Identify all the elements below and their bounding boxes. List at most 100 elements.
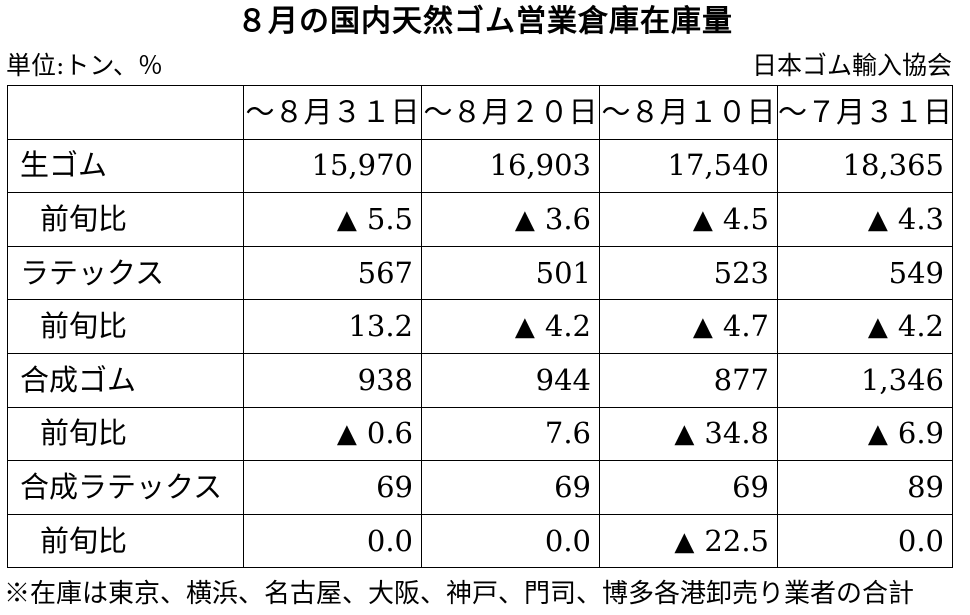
decrease-triangle-icon: ▲	[692, 204, 713, 235]
cell-value: 7.6	[544, 416, 591, 451]
table-cell: ▲ 3.6	[421, 192, 600, 247]
cell-value: 5.5	[366, 201, 413, 236]
cell-value: 69	[376, 469, 413, 504]
column-header: ～８月１０日	[599, 85, 778, 140]
cell-value: 17,540	[667, 148, 769, 183]
cell-value: 944	[535, 362, 591, 397]
table-cell: 69	[421, 460, 600, 515]
cell-value: 6.9	[897, 416, 944, 451]
cell-value: 4.2	[544, 309, 591, 344]
unit-label: 単位:トン、％	[6, 51, 163, 80]
table-cell: 13.2	[243, 299, 422, 354]
table-cell: ▲ 4.2	[777, 299, 953, 354]
table-cell: ▲ 5.5	[243, 192, 422, 247]
row-label: 前旬比	[7, 513, 244, 569]
table-cell: 69	[243, 460, 422, 515]
table-cell: 0.0	[243, 513, 422, 569]
header-row: ～８月３１日 ～８月２０日 ～８月１０日 ～７月３１日	[7, 85, 953, 140]
table-cell: 1,346	[777, 352, 953, 408]
table-cell: 0.0	[777, 513, 953, 569]
table-cell: ▲ 4.5	[599, 192, 778, 247]
table-cell: 17,540	[599, 138, 778, 194]
cell-value: 69	[732, 469, 769, 504]
table-cell: ▲ 34.8	[599, 406, 778, 462]
table-cell: 944	[421, 352, 600, 408]
category-row: 合成ゴム 938 944 877 1,346	[7, 352, 953, 408]
column-header: ～８月３１日	[243, 85, 422, 140]
decrease-triangle-icon: ▲	[867, 312, 888, 343]
cell-value: 69	[554, 469, 591, 504]
table-cell: 938	[243, 352, 422, 408]
table-cell: ▲ 4.2	[421, 299, 600, 354]
cell-value: 3.6	[544, 201, 591, 236]
table-cell: 523	[599, 245, 778, 301]
decrease-triangle-icon: ▲	[514, 204, 535, 235]
decrease-triangle-icon: ▲	[867, 419, 888, 450]
decrease-triangle-icon: ▲	[674, 419, 695, 450]
cell-value: 0.0	[366, 523, 413, 558]
change-row: 前旬比 ▲ 0.6 7.6 ▲ 34.8 ▲ 6.9	[7, 406, 953, 462]
table-cell: 18,365	[777, 138, 953, 194]
change-row: 前旬比 ▲ 5.5 ▲ 3.6 ▲ 4.5 ▲ 4.3	[7, 192, 953, 247]
cell-value: 18,365	[842, 148, 944, 183]
cell-value: 89	[907, 469, 944, 504]
cell-value: 4.7	[722, 309, 769, 344]
cell-value: 4.3	[897, 201, 944, 236]
cell-value: 0.0	[897, 523, 944, 558]
cell-value: 4.5	[722, 201, 769, 236]
cell-value: 16,903	[489, 148, 591, 183]
cell-value: 877	[713, 362, 769, 397]
row-label: 合成ラテックス	[7, 460, 244, 515]
table-cell: 15,970	[243, 138, 422, 194]
category-row: ラテックス 567 501 523 549	[7, 245, 953, 301]
row-label: 合成ゴム	[7, 352, 244, 408]
category-row: 合成ラテックス 69 69 69 89	[7, 460, 953, 515]
cell-value: 938	[357, 362, 413, 397]
table-cell: ▲ 22.5	[599, 513, 778, 569]
table-cell: 501	[421, 245, 600, 301]
category-row: 生ゴム 15,970 16,903 17,540 18,365	[7, 138, 953, 194]
footnote: ※在庫は東京、横浜、名古屋、大阪、神戸、門司、博多各港卸売り業者の合計	[4, 579, 915, 609]
cell-value: 22.5	[704, 523, 769, 558]
table-cell: ▲ 4.3	[777, 192, 953, 247]
cell-value: 15,970	[311, 148, 413, 183]
table-cell: ▲ 0.6	[243, 406, 422, 462]
table-cell: 7.6	[421, 406, 600, 462]
header-corner-cell	[7, 85, 244, 140]
decrease-triangle-icon: ▲	[692, 312, 713, 343]
cell-value: 0.0	[544, 523, 591, 558]
table-cell: 877	[599, 352, 778, 408]
table-cell: 69	[599, 460, 778, 515]
row-label: 生ゴム	[7, 138, 244, 194]
row-label: 前旬比	[7, 299, 244, 354]
row-label: 前旬比	[7, 192, 244, 247]
decrease-triangle-icon: ▲	[867, 204, 888, 235]
cell-value: 567	[357, 255, 413, 290]
column-header: ～８月２０日	[421, 85, 600, 140]
row-label: ラテックス	[7, 245, 244, 301]
cell-value: 0.6	[366, 416, 413, 451]
cell-value: 549	[888, 255, 944, 290]
cell-value: 4.2	[897, 309, 944, 344]
table-cell: 89	[777, 460, 953, 515]
cell-value: 501	[535, 255, 591, 290]
table-cell: 567	[243, 245, 422, 301]
change-row: 前旬比 13.2 ▲ 4.2 ▲ 4.7 ▲ 4.2	[7, 299, 953, 354]
table-cell: 549	[777, 245, 953, 301]
cell-value: 34.8	[704, 416, 769, 451]
change-row: 前旬比 0.0 0.0 ▲ 22.5 0.0	[7, 513, 953, 569]
inventory-table: ～８月３１日 ～８月２０日 ～８月１０日 ～７月３１日 生ゴム 15,970 16,…	[7, 85, 953, 569]
source-label: 日本ゴム輸入協会	[751, 51, 952, 80]
table-cell: 0.0	[421, 513, 600, 569]
decrease-triangle-icon: ▲	[514, 312, 535, 343]
table-cell: ▲ 6.9	[777, 406, 953, 462]
row-label: 前旬比	[7, 406, 244, 462]
cell-value: 13.2	[348, 309, 413, 344]
table-cell: ▲ 4.7	[599, 299, 778, 354]
column-header: ～７月３１日	[777, 85, 953, 140]
decrease-triangle-icon: ▲	[674, 526, 695, 557]
table-cell: 16,903	[421, 138, 600, 194]
cell-value: 1,346	[860, 362, 944, 397]
decrease-triangle-icon: ▲	[336, 204, 357, 235]
page-title: ８月の国内天然ゴム営業倉庫在庫量	[237, 4, 733, 39]
